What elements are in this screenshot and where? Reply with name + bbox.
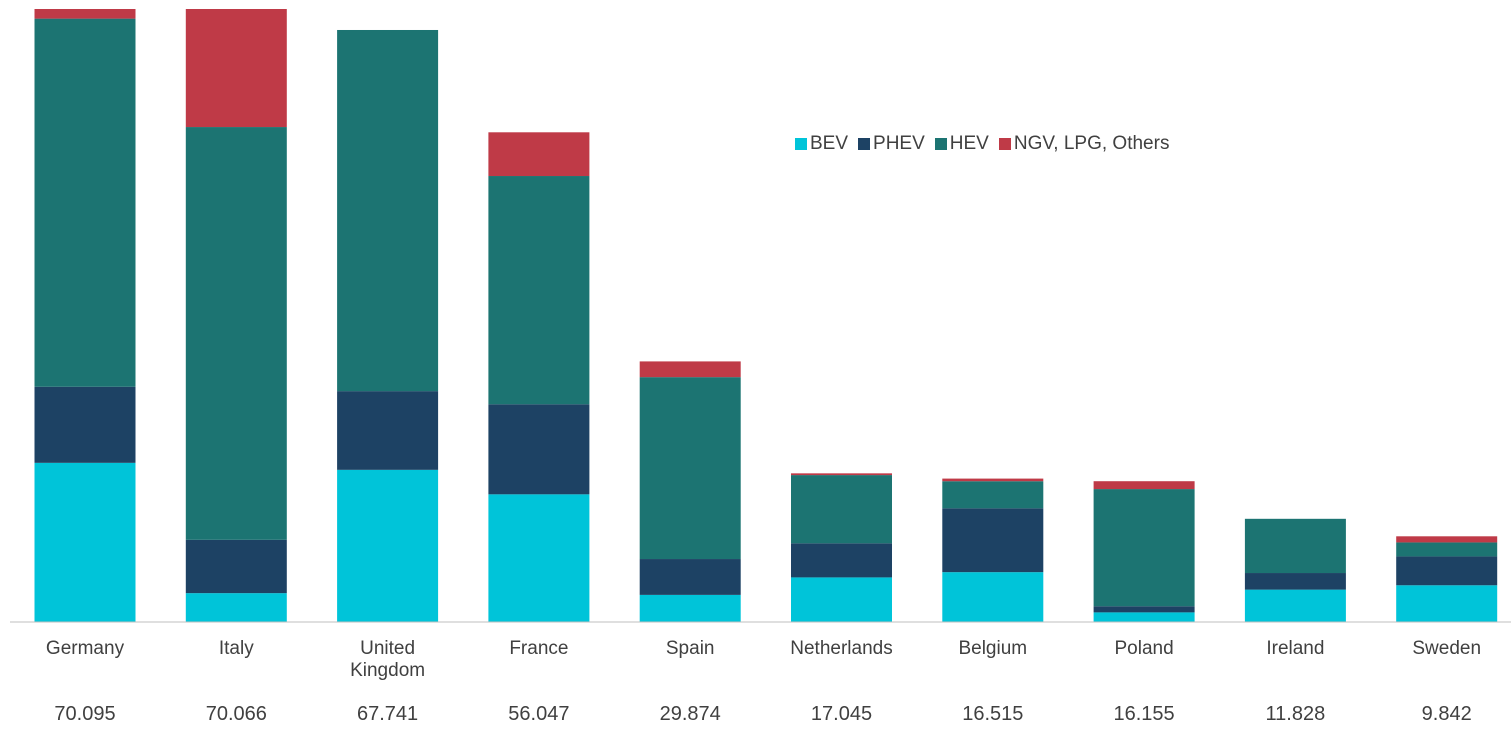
bar-segment [942, 481, 1044, 509]
bar-segment [1396, 542, 1498, 557]
legend-swatch [795, 138, 807, 150]
legend-item: NGV, LPG, Others [998, 133, 1170, 155]
bar-segment [185, 9, 287, 128]
bar-segment [942, 478, 1044, 482]
legend-label: PHEV [873, 133, 925, 154]
total-label: 70.095 [54, 703, 116, 725]
legend-item: HEV [934, 133, 989, 155]
x-tick-label: Spain [665, 638, 715, 659]
bar-segment [337, 391, 439, 470]
x-tick-label: Italy [218, 638, 254, 659]
x-tick-label: United Kingdom [350, 638, 426, 681]
bar-segment [1396, 536, 1498, 543]
bar-segment [1396, 556, 1498, 586]
bar-segment [488, 176, 590, 405]
legend-swatch [858, 138, 871, 150]
x-tick-label: Ireland [1266, 638, 1325, 659]
total-label: 11.828 [1265, 703, 1326, 725]
total-label: 17.045 [810, 703, 873, 725]
total-label: 67.741 [357, 703, 419, 725]
bar-segment [1093, 481, 1195, 490]
total-label: 9.842 [1421, 703, 1472, 725]
total-label: 16.515 [962, 703, 1024, 725]
bar-segment [791, 543, 892, 578]
legend-label: BEV [810, 133, 849, 154]
bar-segment [1244, 573, 1346, 590]
bar-segment [185, 539, 287, 594]
bar-segment [1244, 589, 1346, 622]
x-tick-label: Sweden [1412, 638, 1482, 659]
bar-segment [185, 127, 287, 540]
bar-segment [639, 594, 741, 622]
bar-segment [34, 462, 136, 622]
bar-segment [639, 361, 741, 378]
bar-segment [34, 9, 136, 19]
x-tick-label: France [509, 638, 569, 659]
x-tick-label: Belgium [958, 638, 1028, 659]
bar-segment [791, 577, 892, 622]
bar-segment [1093, 612, 1195, 622]
legend-swatch [934, 138, 947, 150]
bar-segment [1396, 585, 1498, 622]
total-label: 70.066 [205, 703, 267, 725]
legend-item: PHEV [858, 133, 925, 155]
total-label: 56.047 [508, 703, 570, 725]
bar-segment [1244, 518, 1346, 574]
bar-segment [488, 404, 590, 495]
legend-label: NGV, LPG, Others [1013, 133, 1170, 154]
bar-segment [34, 18, 136, 387]
bar-segment [488, 132, 590, 177]
bar-segment [791, 475, 892, 544]
bar-segment [337, 469, 439, 622]
total-label: 29.874 [659, 703, 721, 725]
bar-segment [1093, 489, 1195, 607]
bar-segment [942, 572, 1044, 622]
bar-segment [942, 508, 1044, 573]
x-tick-label: Germany [45, 638, 125, 659]
bar-segment [488, 494, 590, 622]
bar-segment [1093, 606, 1195, 613]
bar-segment [337, 29, 439, 392]
bar-segment [639, 559, 741, 595]
bar-segment [791, 473, 892, 476]
x-tick-label: Poland [1114, 638, 1174, 659]
legend-item: BEV [795, 133, 848, 155]
total-label: 16.155 [1113, 703, 1175, 725]
bar-segment [185, 593, 287, 622]
legend-swatch [998, 138, 1011, 150]
x-tick-label: Netherlands [790, 638, 893, 659]
legend-label: HEV [949, 133, 989, 154]
bar-segment [34, 386, 136, 463]
bar-segment [639, 377, 741, 560]
legend: BEV PHEV HEV NGV, LPG, Others [795, 133, 1169, 155]
